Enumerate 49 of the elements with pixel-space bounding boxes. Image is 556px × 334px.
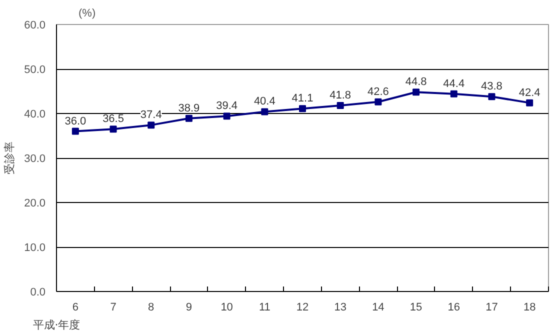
text: (%)	[78, 8, 96, 20]
point	[488, 93, 496, 100]
point	[148, 122, 155, 129]
text: 39.4	[216, 100, 238, 112]
x-tick-label: 14	[372, 302, 384, 314]
x-tick-label: 9	[186, 302, 192, 314]
text: 40.4	[254, 96, 276, 108]
x-tick-label: 12	[296, 302, 309, 314]
x-tick-label: 7	[110, 302, 116, 314]
point	[374, 98, 382, 106]
text: 38.9	[178, 102, 200, 114]
text: 43.8	[481, 80, 502, 93]
y-tick-label: 40.0	[24, 108, 46, 120]
point	[450, 90, 458, 98]
text: 36.0	[64, 115, 86, 128]
text: 44.8	[405, 76, 427, 88]
y-tick-label: 30.0	[24, 153, 46, 165]
point	[526, 99, 534, 106]
point	[72, 128, 79, 135]
point	[336, 102, 344, 109]
y-tick-label: 20.0	[24, 198, 46, 210]
text: 41.1	[292, 92, 314, 105]
x-axis-title: 平成·年度	[32, 318, 80, 332]
text: 42.6	[367, 86, 389, 98]
point	[185, 114, 192, 122]
x-tick-label: 18	[523, 302, 536, 314]
y-tick-label: 0.0	[30, 286, 46, 298]
point	[299, 105, 306, 112]
x-tick-label: 11	[258, 302, 270, 314]
text: 44.4	[443, 78, 465, 90]
point	[261, 108, 268, 116]
x-tick-label: 15	[410, 302, 422, 314]
y-tick-label: 50.0	[24, 64, 46, 76]
y-tick-label: 10.0	[24, 242, 46, 254]
x-tick-label: 16	[448, 302, 460, 314]
x-tick-label: 6	[72, 302, 78, 314]
text: 41.8	[330, 89, 352, 102]
y-axis-title: 受診率	[3, 142, 16, 174]
point	[223, 112, 230, 120]
x-tick-label: 17	[486, 302, 498, 314]
text: 42.4	[518, 86, 540, 99]
x-tick-label: 13	[334, 302, 346, 314]
point	[110, 126, 117, 133]
point	[412, 88, 420, 96]
text: 36.5	[102, 113, 124, 126]
x-tick-label: 8	[148, 302, 154, 314]
y-tick-label: 60.0	[24, 20, 46, 32]
text: 37.4	[140, 109, 162, 122]
x-tick-label: 10	[220, 302, 233, 314]
